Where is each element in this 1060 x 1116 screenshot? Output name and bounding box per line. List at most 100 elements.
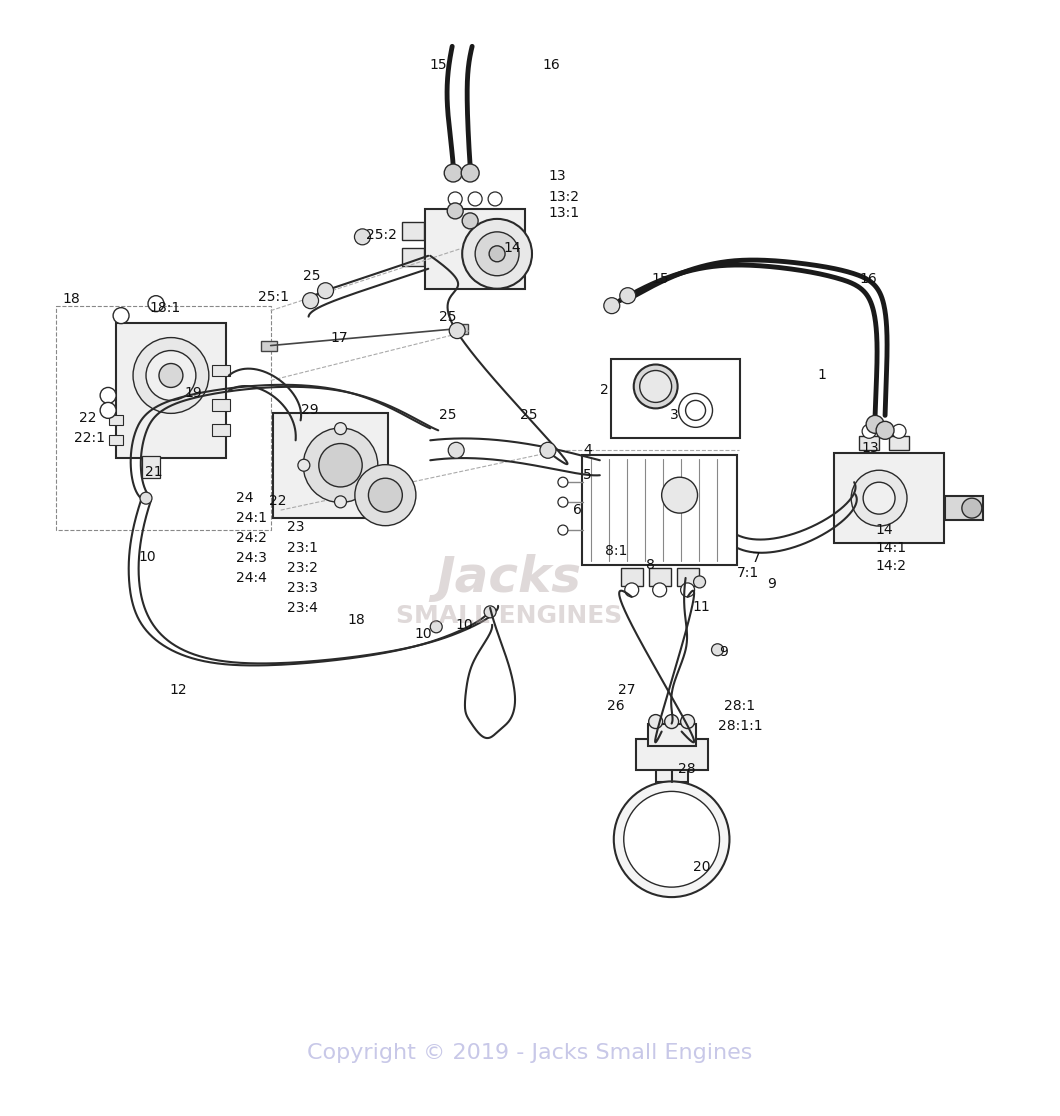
Circle shape — [462, 213, 478, 229]
Circle shape — [640, 371, 672, 403]
Text: 12: 12 — [169, 683, 187, 696]
Text: 23:3: 23:3 — [286, 581, 318, 595]
Bar — [676, 568, 699, 586]
Circle shape — [148, 296, 164, 311]
Text: 15: 15 — [429, 58, 447, 73]
Bar — [212, 365, 230, 376]
Text: 13:1: 13:1 — [548, 206, 579, 220]
Text: 28:1:1: 28:1:1 — [718, 719, 762, 732]
Text: 8:1: 8:1 — [605, 543, 628, 558]
Circle shape — [711, 644, 724, 656]
Text: 14: 14 — [876, 523, 893, 537]
Circle shape — [620, 288, 636, 304]
Bar — [636, 739, 707, 770]
Text: 23:1: 23:1 — [286, 541, 318, 555]
Text: 18: 18 — [63, 291, 81, 306]
Text: 25: 25 — [520, 408, 538, 422]
Circle shape — [665, 714, 678, 729]
Circle shape — [614, 781, 729, 897]
Bar — [834, 453, 943, 543]
Circle shape — [488, 192, 502, 206]
Circle shape — [489, 246, 505, 262]
Text: 8: 8 — [646, 558, 655, 573]
Text: 18:1: 18:1 — [149, 300, 180, 315]
Circle shape — [461, 164, 479, 182]
Text: 20: 20 — [692, 860, 710, 874]
Circle shape — [113, 308, 129, 324]
Bar — [425, 209, 525, 289]
Circle shape — [558, 526, 568, 535]
Text: 23:4: 23:4 — [286, 600, 318, 615]
Circle shape — [558, 497, 568, 507]
Text: 25: 25 — [439, 309, 456, 324]
Text: 22:1: 22:1 — [74, 431, 105, 445]
Circle shape — [319, 443, 363, 487]
Text: 28:1: 28:1 — [724, 699, 756, 713]
Text: 25:2: 25:2 — [367, 228, 398, 242]
Circle shape — [649, 714, 662, 729]
Text: 29: 29 — [301, 403, 318, 417]
Text: 14: 14 — [504, 241, 520, 254]
Text: 9: 9 — [767, 577, 776, 591]
Text: 5: 5 — [583, 469, 591, 482]
Circle shape — [686, 401, 706, 421]
Circle shape — [100, 403, 117, 418]
Circle shape — [623, 791, 720, 887]
Circle shape — [447, 203, 463, 219]
Bar — [611, 358, 741, 439]
Circle shape — [681, 714, 694, 729]
Circle shape — [624, 583, 639, 597]
Circle shape — [540, 442, 555, 459]
Text: 3: 3 — [670, 408, 678, 422]
Circle shape — [335, 423, 347, 434]
Text: 16: 16 — [860, 271, 877, 286]
Text: 13: 13 — [548, 169, 566, 183]
Bar — [212, 400, 230, 412]
Text: 4: 4 — [583, 443, 591, 458]
Text: 24:3: 24:3 — [235, 551, 267, 565]
Text: 25: 25 — [439, 408, 456, 422]
Circle shape — [140, 492, 152, 504]
Text: 11: 11 — [692, 600, 710, 614]
Text: 15: 15 — [652, 271, 669, 286]
Bar — [453, 324, 469, 334]
Text: 1: 1 — [817, 368, 826, 383]
Circle shape — [653, 583, 667, 597]
Bar — [582, 455, 737, 565]
Text: 17: 17 — [331, 330, 348, 345]
Text: 25: 25 — [303, 269, 320, 282]
Text: 24: 24 — [235, 491, 253, 506]
Text: 2: 2 — [600, 384, 608, 397]
Circle shape — [484, 606, 496, 618]
Circle shape — [661, 478, 697, 513]
Bar — [648, 723, 695, 745]
Bar — [117, 324, 226, 458]
Text: 24:2: 24:2 — [235, 531, 267, 545]
Text: 14:1: 14:1 — [876, 541, 906, 555]
Circle shape — [369, 479, 403, 512]
Bar — [142, 456, 160, 479]
Text: 23: 23 — [286, 520, 304, 535]
Circle shape — [318, 282, 334, 299]
Bar — [403, 222, 424, 240]
Bar — [109, 415, 123, 425]
Text: 7:1: 7:1 — [737, 566, 759, 580]
Circle shape — [693, 576, 706, 588]
Text: 19: 19 — [184, 386, 202, 401]
Text: 13: 13 — [861, 441, 879, 455]
Circle shape — [678, 394, 712, 427]
Text: 28: 28 — [677, 762, 695, 777]
Circle shape — [159, 364, 183, 387]
Circle shape — [448, 192, 462, 206]
Text: Copyright © 2019 - Jacks Small Engines: Copyright © 2019 - Jacks Small Engines — [307, 1042, 753, 1062]
Circle shape — [462, 219, 532, 289]
Circle shape — [475, 232, 519, 276]
Text: 24:1: 24:1 — [235, 511, 267, 526]
Text: 7: 7 — [752, 551, 760, 565]
Bar — [261, 340, 277, 350]
Text: SMALL ENGINES: SMALL ENGINES — [395, 604, 622, 628]
Bar — [889, 436, 909, 450]
Circle shape — [303, 427, 377, 502]
Circle shape — [558, 478, 568, 488]
Text: 26: 26 — [607, 699, 624, 713]
